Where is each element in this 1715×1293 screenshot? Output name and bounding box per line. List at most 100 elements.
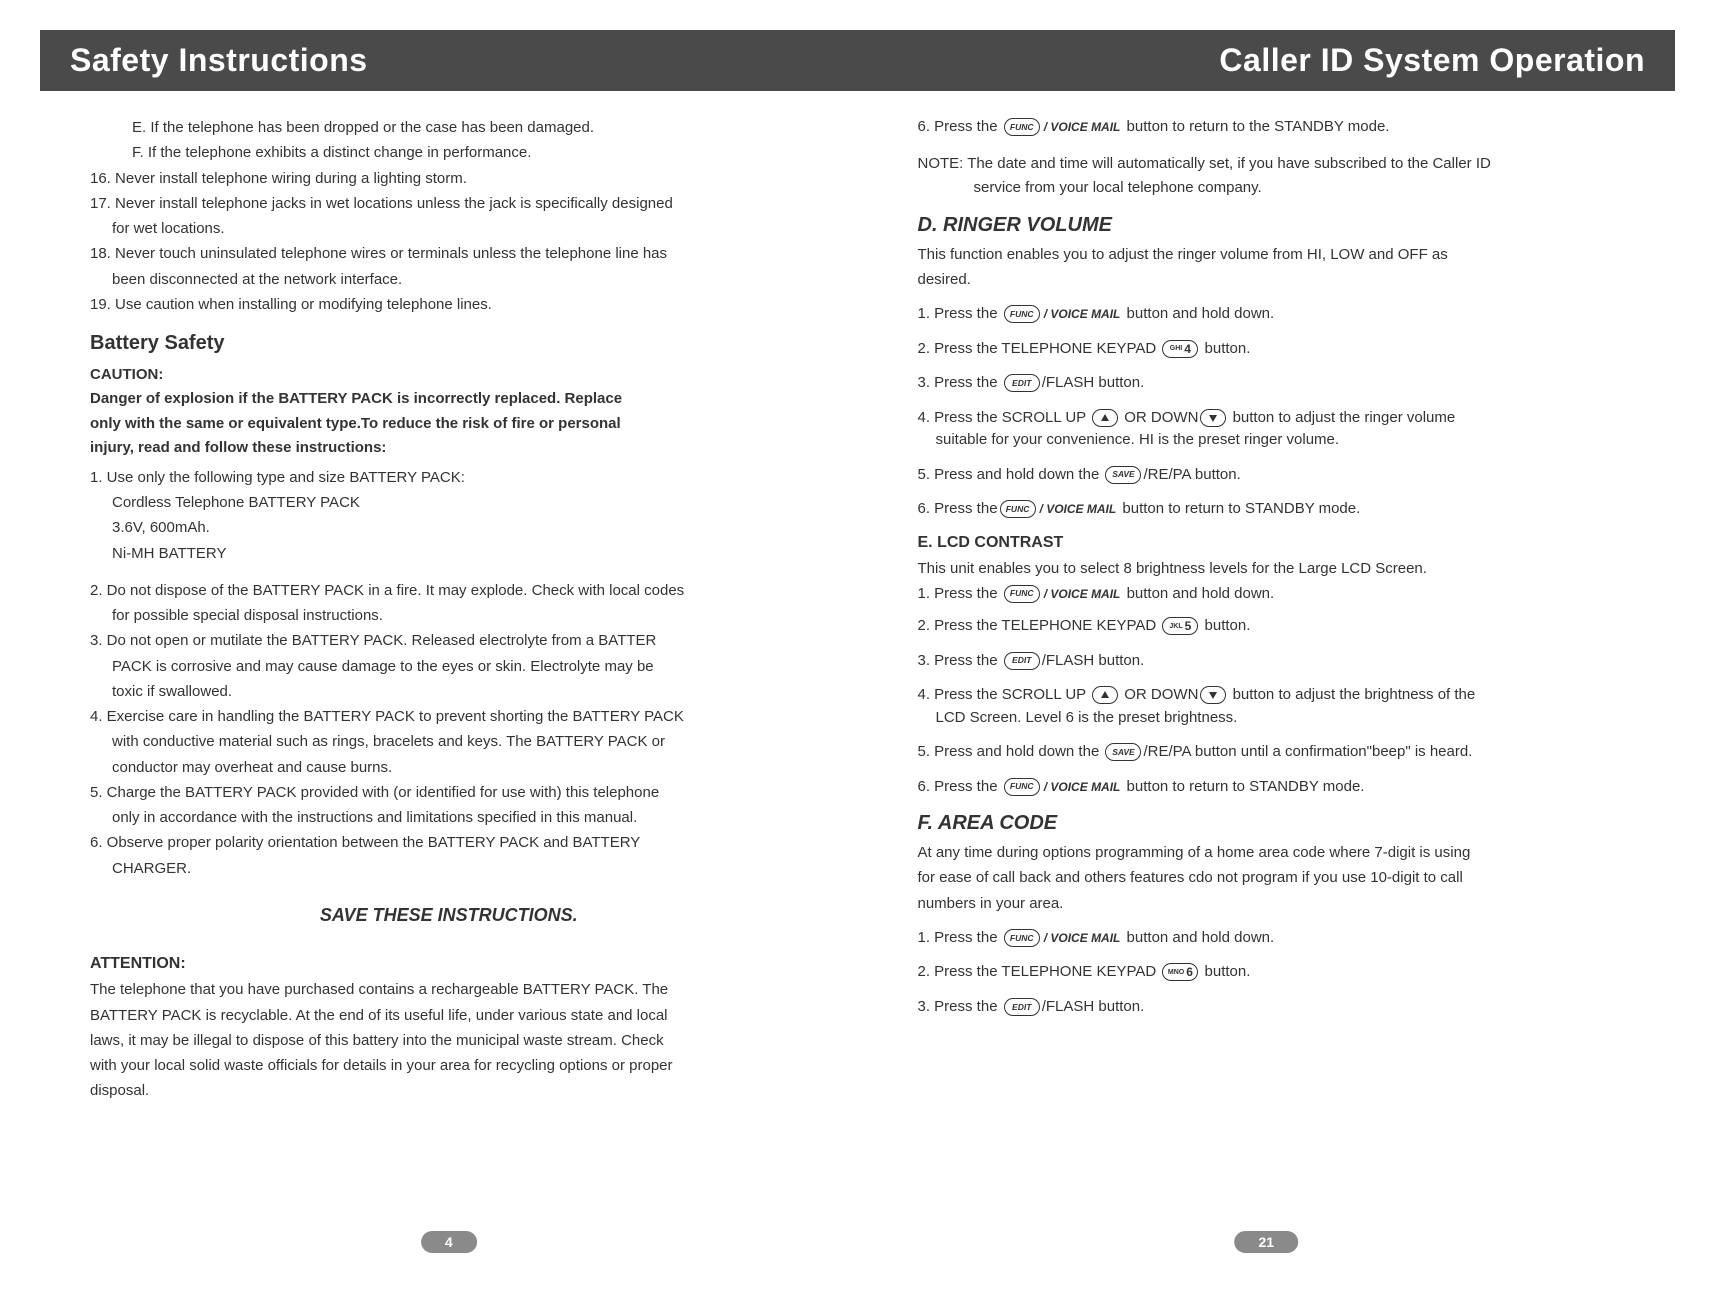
left-body: E. If the telephone has been dropped or …: [70, 116, 828, 1103]
b3b: toxic if swallowed.: [90, 680, 808, 703]
right-title: Caller ID System Operation: [888, 42, 1646, 79]
b4a: with conductive material such as rings, …: [90, 730, 808, 753]
func-button-icon: FUNC: [1004, 118, 1040, 136]
b3: 3. Do not open or mutilate the BATTERY P…: [90, 629, 808, 652]
attention-label: ATTENTION:: [90, 952, 808, 977]
func-button-icon: FUNC: [1000, 500, 1036, 518]
warn-3: injury, read and follow these instructio…: [90, 437, 808, 460]
e-intro: This unit enables you to select 8 bright…: [918, 557, 1636, 580]
f-intro1: At any time during options programming o…: [918, 841, 1636, 864]
scroll-down-icon: [1200, 686, 1226, 704]
keypad-4-icon: GHI4: [1162, 340, 1198, 358]
caution-label: CAUTION:: [90, 363, 808, 386]
note-line1: NOTE: The date and time will automatical…: [918, 153, 1636, 176]
right-header: Caller ID System Operation: [858, 30, 1676, 91]
left-title: Safety Instructions: [70, 42, 828, 79]
item-17b: for wet locations.: [90, 217, 808, 240]
section-f-title: F. AREA CODE: [918, 808, 1636, 839]
save-instructions: SAVE THESE INSTRUCTIONS.: [90, 902, 808, 930]
att3: laws, it may be illegal to dispose of th…: [90, 1029, 808, 1052]
repa-label: /RE/PA: [1143, 466, 1190, 483]
scroll-up-icon: [1092, 409, 1118, 427]
right-body: 6. Press the FUNC/ VOICE MAIL button to …: [888, 116, 1646, 1018]
left-header: Safety Instructions: [40, 30, 858, 91]
b3a: PACK is corrosive and may cause damage t…: [90, 655, 808, 678]
flash-label: /FLASH: [1042, 374, 1095, 391]
b4: 4. Exercise care in handling the BATTERY…: [90, 705, 808, 728]
f-step2: 2. Press the TELEPHONE KEYPAD MNO6 butto…: [918, 961, 1636, 984]
att5: disposal.: [90, 1079, 808, 1102]
item-18b: been disconnected at the network interfa…: [90, 268, 808, 291]
voice-mail-label: / VOICE MAIL: [1044, 120, 1121, 134]
voice-mail-label: / VOICE MAIL: [1044, 587, 1121, 601]
note-line2: service from your local telephone compan…: [918, 177, 1636, 200]
att2: BATTERY PACK is recyclable. At the end o…: [90, 1004, 808, 1027]
scroll-up-icon: [1092, 686, 1118, 704]
left-page-number: 4: [421, 1231, 477, 1253]
e-step2: 2. Press the TELEPHONE KEYPAD JKL5 butto…: [918, 615, 1636, 638]
e-step3: 3. Press the EDIT/FLASH button.: [918, 650, 1636, 673]
b5a: only in accordance with the instructions…: [90, 806, 808, 829]
keypad-5-icon: JKL5: [1162, 617, 1198, 635]
b6: 6. Observe proper polarity orientation b…: [90, 831, 808, 854]
d-intro1: This function enables you to adjust the …: [918, 243, 1636, 266]
b4b: conductor may overheat and cause burns.: [90, 756, 808, 779]
voice-mail-label: / VOICE MAIL: [1044, 307, 1121, 321]
f-intro3: numbers in your area.: [918, 892, 1636, 915]
edit-button-icon: EDIT: [1004, 998, 1040, 1016]
save-button-icon: SAVE: [1105, 466, 1141, 484]
b1c: Ni-MH BATTERY: [90, 542, 808, 565]
d-step6: 6. Press theFUNC/ VOICE MAIL button to r…: [918, 498, 1636, 521]
b1a: Cordless Telephone BATTERY PACK: [90, 491, 808, 514]
d-step1: 1. Press the FUNC/ VOICE MAIL button and…: [918, 303, 1636, 326]
d-step2: 2. Press the TELEPHONE KEYPAD GHI4 butto…: [918, 338, 1636, 361]
func-button-icon: FUNC: [1004, 585, 1040, 603]
right-page-number: 21: [1234, 1231, 1298, 1253]
voice-mail-label: / VOICE MAIL: [1044, 931, 1121, 945]
e-step6: 6. Press the FUNC/ VOICE MAIL button to …: [918, 776, 1636, 799]
battery-safety-title: Battery Safety: [90, 328, 808, 359]
f-step3: 3. Press the EDIT/FLASH button.: [918, 996, 1636, 1019]
voice-mail-label: / VOICE MAIL: [1040, 502, 1117, 516]
f-step1: 1. Press the FUNC/ VOICE MAIL button and…: [918, 927, 1636, 950]
warn-1: Danger of explosion if the BATTERY PACK …: [90, 388, 808, 411]
step6-top: 6. Press the FUNC/ VOICE MAIL button to …: [918, 116, 1636, 139]
b1: 1. Use only the following type and size …: [90, 466, 808, 489]
e-step4: 4. Press the SCROLL UP OR DOWN button to…: [918, 684, 1636, 729]
save-button-icon: SAVE: [1105, 743, 1141, 761]
voice-mail-label: / VOICE MAIL: [1044, 780, 1121, 794]
repa-label: /RE/PA: [1143, 743, 1190, 760]
e-step5: 5. Press and hold down the SAVE/RE/PA bu…: [918, 741, 1636, 764]
att1: The telephone that you have purchased co…: [90, 978, 808, 1001]
flash-label: /FLASH: [1042, 998, 1095, 1015]
b1b: 3.6V, 600mAh.: [90, 516, 808, 539]
e-step1: 1. Press the FUNC/ VOICE MAIL button and…: [918, 583, 1636, 606]
func-button-icon: FUNC: [1004, 778, 1040, 796]
d-step4: 4. Press the SCROLL UP OR DOWN button to…: [918, 407, 1636, 452]
b2a: for possible special disposal instructio…: [90, 604, 808, 627]
edit-button-icon: EDIT: [1004, 652, 1040, 670]
left-page: Safety Instructions E. If the telephone …: [40, 30, 858, 1273]
item-16: 16. Never install telephone wiring durin…: [90, 167, 808, 190]
att4: with your local solid waste officials fo…: [90, 1054, 808, 1077]
d-step5: 5. Press and hold down the SAVE/RE/PA bu…: [918, 464, 1636, 487]
d-step3: 3. Press the EDIT/FLASH button.: [918, 372, 1636, 395]
right-page: Caller ID System Operation 6. Press the …: [858, 30, 1676, 1273]
item-f: F. If the telephone exhibits a distinct …: [90, 141, 808, 164]
item-19: 19. Use caution when installing or modif…: [90, 293, 808, 316]
b5: 5. Charge the BATTERY PACK provided with…: [90, 781, 808, 804]
f-intro2: for ease of call back and others feature…: [918, 866, 1636, 889]
edit-button-icon: EDIT: [1004, 374, 1040, 392]
flash-label: /FLASH: [1042, 652, 1095, 669]
d-intro2: desired.: [918, 268, 1636, 291]
b6a: CHARGER.: [90, 857, 808, 880]
section-e-title: E. LCD CONTRAST: [918, 531, 1636, 556]
item-e: E. If the telephone has been dropped or …: [90, 116, 808, 139]
func-button-icon: FUNC: [1004, 929, 1040, 947]
b2: 2. Do not dispose of the BATTERY PACK in…: [90, 579, 808, 602]
item-17: 17. Never install telephone jacks in wet…: [90, 192, 808, 215]
warn-2: only with the same or equivalent type.To…: [90, 413, 808, 436]
item-18: 18. Never touch uninsulated telephone wi…: [90, 242, 808, 265]
section-d-title: D. RINGER VOLUME: [918, 210, 1636, 241]
keypad-6-icon: MNO6: [1162, 963, 1198, 981]
